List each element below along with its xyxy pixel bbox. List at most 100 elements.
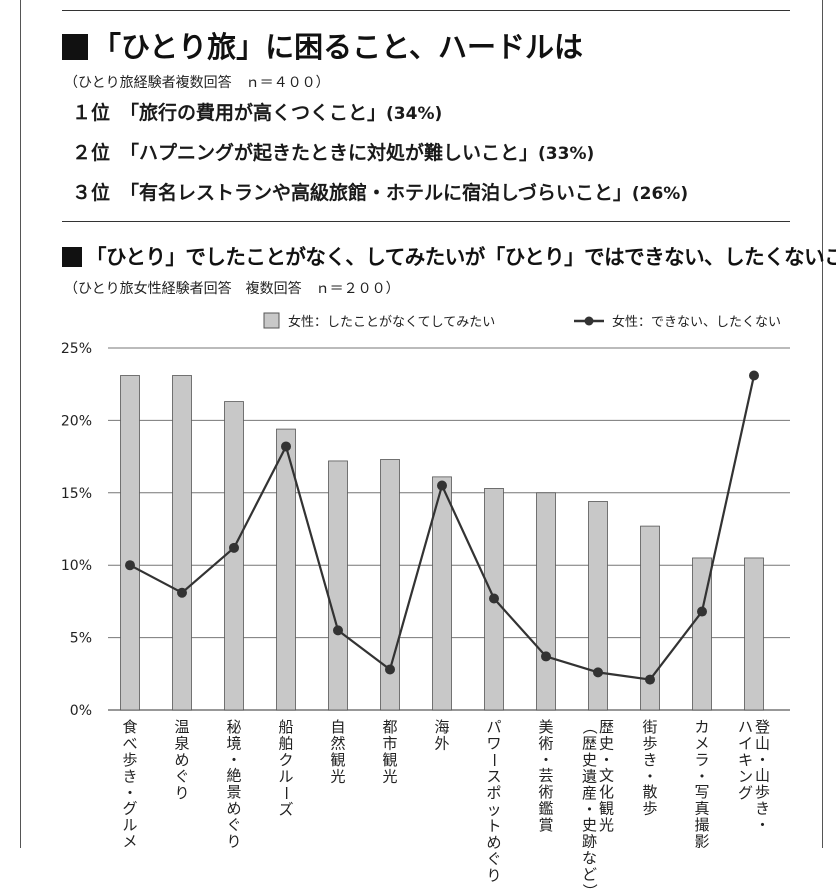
x-tick-char: 絶 xyxy=(226,767,241,785)
x-tick-char: 光 xyxy=(382,768,397,786)
x-tick-char: ・ xyxy=(642,768,657,786)
x-tick-char: 街 xyxy=(642,718,657,736)
x-tick-char: ハ xyxy=(738,718,753,736)
line-point xyxy=(645,674,655,685)
x-tick-char: 歩 xyxy=(122,751,137,769)
legend: 女性：したことがなくてしてみたい 女性：できない、したくない xyxy=(263,312,781,330)
x-tick-char: ぐ xyxy=(226,816,241,834)
rank-item-2: ２位 「ハプニングが起きたときに対処が難しいこと」(33%) xyxy=(72,138,594,165)
grid-layer: 0% 5% 10% 15% 20% 25% xyxy=(61,341,790,719)
x-tick-char: 観 xyxy=(599,800,614,818)
x-tick-char: キ xyxy=(738,751,753,769)
x-tick-char: 然 xyxy=(330,735,345,753)
line-point xyxy=(281,441,291,452)
rank-position: ３位 xyxy=(72,182,111,204)
x-axis-labels: 食べ歩き・グルメ温泉めぐり秘境・絶景めぐり船舶クルーズ自然観光都市観光海外パワー… xyxy=(122,718,770,894)
x-tick-char: 光 xyxy=(330,768,345,786)
bar xyxy=(432,476,452,711)
rank-percent: (26%) xyxy=(631,184,689,204)
line-point xyxy=(593,667,603,678)
x-tick-char: 境 xyxy=(226,735,241,753)
x-tick-char: ッ xyxy=(486,801,501,819)
legend-line-label: 女性：できない、したくない xyxy=(612,314,781,330)
x-tick-char: メ xyxy=(694,735,709,753)
x-tick-char: き xyxy=(122,768,137,786)
x-tick-char: 舶 xyxy=(278,735,293,753)
x-tick-char: 歴 xyxy=(599,718,614,736)
rank-text: 「ハプニングが起きたときに対処が難しいこと」 xyxy=(120,142,539,164)
x-tick-char: 食 xyxy=(122,718,137,736)
x-tick-char: め xyxy=(226,800,241,818)
line-point xyxy=(489,593,499,604)
x-tick-char: 温 xyxy=(174,718,189,736)
x-tick-char: ラ xyxy=(694,751,709,769)
x-tick-char: カ xyxy=(694,718,709,736)
x-tick-char: 史 xyxy=(599,735,614,753)
x-tick-char: ー xyxy=(277,785,295,800)
x-tick-char: 自 xyxy=(330,718,345,736)
x-tick-char: ・ xyxy=(582,801,597,819)
y-tick-label: 15% xyxy=(61,486,92,502)
x-tick-char: ・ xyxy=(538,751,553,769)
y-tick-label: 5% xyxy=(70,631,92,647)
x-tick-char: （ xyxy=(581,719,599,734)
bar xyxy=(380,459,400,711)
x-tick-char: 化 xyxy=(599,783,614,801)
x-tick-char: 鑑 xyxy=(538,800,553,818)
x-tick-label: 街歩き・散歩 xyxy=(642,718,657,818)
x-tick-char: 跡 xyxy=(582,833,597,851)
frame-right-border xyxy=(822,0,823,848)
x-tick-char: 都 xyxy=(382,718,397,736)
rank-text: 「旅行の費用が高くつくこと」 xyxy=(120,102,387,124)
x-tick-char: グ xyxy=(122,800,137,818)
x-tick-char: 賞 xyxy=(538,816,553,834)
x-tick-char: イ xyxy=(738,735,753,753)
line-point xyxy=(541,651,551,662)
x-tick-char: ス xyxy=(486,768,501,786)
x-tick-char: ・ xyxy=(226,751,241,769)
x-tick-char: 市 xyxy=(382,735,397,753)
x-tick-char: 史 xyxy=(582,751,597,769)
x-tick-char: 術 xyxy=(538,735,553,753)
line-point xyxy=(177,587,187,598)
rank-percent: (33%) xyxy=(538,144,595,164)
x-tick-char: 泉 xyxy=(174,735,189,753)
line-point xyxy=(385,664,395,675)
x-tick-char: ぐ xyxy=(174,768,189,786)
bar xyxy=(120,375,140,711)
x-tick-char: パ xyxy=(486,718,501,736)
line-layer xyxy=(125,370,759,685)
x-tick-char: ル xyxy=(278,768,293,786)
x-tick-char: グ xyxy=(738,784,753,802)
line-point xyxy=(229,542,239,553)
x-tick-char: 山 xyxy=(755,767,770,785)
x-tick-char: 遺 xyxy=(582,768,597,786)
frame-left-border xyxy=(20,0,21,848)
x-tick-char: 観 xyxy=(382,751,397,769)
x-tick-char: ワ xyxy=(486,735,501,753)
y-tick-label: 0% xyxy=(70,703,92,719)
x-tick-char: 撮 xyxy=(694,816,709,834)
line-point xyxy=(125,560,135,571)
bar xyxy=(224,401,244,711)
x-tick-char: な xyxy=(582,849,597,867)
x-tick-char: ・ xyxy=(122,784,137,802)
bar xyxy=(276,428,296,711)
x-tick-char: ー xyxy=(485,752,503,767)
y-tick-label: 20% xyxy=(61,413,92,429)
x-tick-char: り xyxy=(174,784,189,802)
x-tick-char: り xyxy=(226,833,241,851)
x-tick-char: 史 xyxy=(582,816,597,834)
title-square-icon xyxy=(62,247,82,267)
section1-note: （ひとり旅経験者複数回答 ｎ＝４００） xyxy=(64,75,330,91)
x-tick-char: 写 xyxy=(694,783,709,801)
x-tick-char: ポ xyxy=(486,784,501,802)
